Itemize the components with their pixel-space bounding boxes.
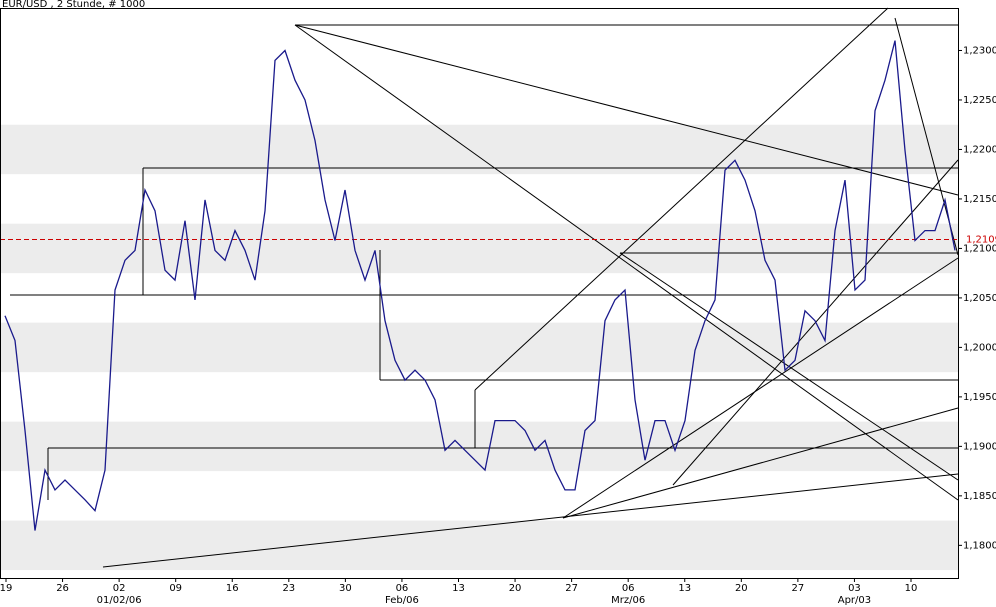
plot-frame	[0, 8, 959, 579]
x-tick-label: 13	[678, 583, 691, 594]
x-tick-label: 26	[56, 583, 69, 594]
trend-line	[562, 407, 959, 519]
price-line	[4, 40, 956, 531]
x-tick-label: 06	[622, 583, 635, 594]
x-tick-label: 10	[905, 583, 918, 594]
chart-title: EUR/USD , 2 Stunde, # 1000	[2, 0, 145, 10]
month-label: 01/02/06	[97, 595, 142, 606]
trend-lines	[10, 7, 959, 568]
y-tick-label: 1,2150	[963, 194, 996, 205]
x-tick-label: 09	[169, 583, 182, 594]
x-tick-label: 03	[848, 583, 861, 594]
trend-line	[474, 7, 889, 391]
grid-band	[0, 322, 958, 373]
grid-band	[0, 124, 958, 175]
y-tick-label: 1,1900	[963, 441, 996, 452]
x-tick-label: 23	[282, 583, 295, 594]
x-tick-label: 13	[452, 583, 465, 594]
y-tick-label: 1,1950	[963, 392, 996, 403]
current-price-label: 1,2109	[966, 235, 996, 246]
x-tick-label: 27	[792, 583, 805, 594]
x-tick-label: 19	[0, 583, 12, 594]
grid-band	[0, 223, 958, 274]
y-tick-label: 1,2100	[963, 243, 996, 254]
x-tick-label: 06	[396, 583, 409, 594]
x-tick-label: 30	[339, 583, 352, 594]
trend-line	[294, 24, 959, 196]
y-tick-label: 1,1800	[963, 540, 996, 551]
plot	[4, 40, 956, 531]
x-tick-label: 27	[565, 583, 578, 594]
month-label: Feb/06	[385, 595, 419, 606]
bands	[0, 124, 958, 571]
y-tick-label: 1,2250	[963, 95, 996, 106]
grid-band	[0, 421, 958, 472]
x-tick-label: 20	[735, 583, 748, 594]
trend-line	[102, 473, 959, 568]
x-tick-label: 02	[113, 583, 126, 594]
x-tick-label: 20	[509, 583, 522, 594]
y-tick-label: 1,2300	[963, 45, 996, 56]
y-tick-label: 1,2050	[963, 293, 996, 304]
y-tick-label: 1,1850	[963, 491, 996, 502]
x-tick-label: 16	[226, 583, 239, 594]
month-label: Mrz/06	[611, 595, 645, 606]
grid-band	[0, 520, 958, 571]
month-label: Apr/03	[838, 595, 871, 606]
y-tick-label: 1,2000	[963, 342, 996, 353]
trend-line	[294, 24, 959, 501]
y-tick-label: 1,2200	[963, 144, 996, 155]
trend-line	[562, 257, 959, 519]
